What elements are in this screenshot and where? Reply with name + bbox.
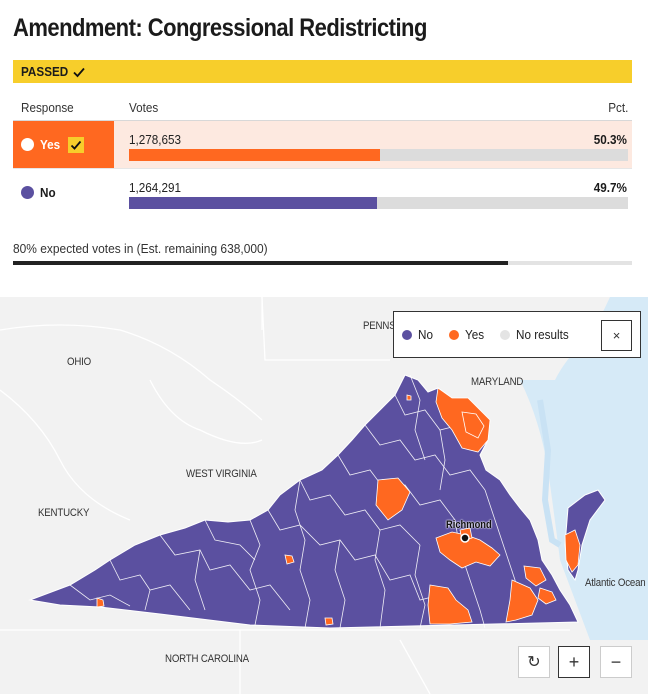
label-richmond: Richmond (446, 519, 492, 531)
pct-yes: 50.3% (593, 132, 627, 147)
response-label-yes: Yes (40, 137, 61, 152)
page-title: Amendment: Congressional Redistricting (13, 14, 427, 42)
yes-counties (96, 387, 581, 626)
label-kentucky: KENTUCKY (38, 507, 90, 519)
label-ohio: OHIO (67, 356, 92, 368)
response-label-no: No (40, 185, 56, 200)
legend-label-yes: Yes (464, 327, 484, 342)
no-dot-icon (21, 186, 34, 199)
response-cell-no: No (13, 169, 114, 216)
result-row-no: No 1,264,291 49.7% (13, 169, 632, 216)
vote-bar-fill-yes (129, 149, 380, 161)
legend-label-no: No (418, 327, 433, 342)
map-reset-button[interactable]: ↻ (518, 646, 550, 678)
results-map[interactable]: OHIO PENNSY MARYLAND WEST VIRGINIA KENTU… (0, 297, 648, 694)
legend-item-yes: Yes (448, 327, 486, 342)
winner-check-icon (68, 136, 85, 153)
votes-count-yes: 1,278,653 (129, 132, 182, 147)
pct-no: 49.7% (593, 180, 627, 195)
status-label: PASSED (21, 64, 69, 79)
checkmark-icon (72, 67, 85, 77)
header-response: Response (21, 100, 74, 115)
votes-count-no: 1,264,291 (129, 180, 182, 195)
result-row-yes: Yes 1,278,653 50.3% (13, 121, 632, 168)
header-pct: Pct. (607, 100, 628, 115)
legend-dot-no-results (499, 329, 510, 340)
response-cell-yes: Yes (13, 121, 114, 168)
legend-label-no-results: No results (515, 327, 569, 342)
legend-dot-yes (448, 329, 459, 340)
map-svg[interactable] (0, 297, 648, 694)
label-west-virginia: WEST VIRGINIA (186, 468, 257, 480)
zoom-in-button[interactable]: + (558, 646, 590, 678)
row-divider (13, 168, 632, 169)
reporting-progress (13, 261, 632, 265)
richmond-marker (460, 533, 470, 543)
vote-bar-fill-no (129, 197, 377, 209)
vote-bar-no (129, 197, 628, 209)
zoom-out-button[interactable]: − (600, 646, 632, 678)
map-legend: No Yes No results × (393, 311, 641, 358)
yes-dot-icon (21, 138, 34, 151)
label-north-carolina: NORTH CAROLINA (165, 653, 249, 665)
header-votes: Votes (129, 100, 159, 115)
legend-item-no: No (402, 327, 435, 342)
header-divider (13, 120, 632, 121)
label-pennsylvania: PENNSY (363, 320, 402, 332)
reporting-progress-fill (13, 261, 509, 265)
label-maryland: MARYLAND (471, 376, 524, 388)
legend-dot-no (402, 329, 412, 340)
status-banner: PASSED (13, 60, 632, 83)
legend-item-no-results: No results (499, 327, 575, 342)
label-atlantic-ocean: Atlantic Ocean (585, 577, 646, 589)
expected-votes-text: 80% expected votes in (Est. remaining 63… (13, 241, 268, 256)
vote-bar-yes (129, 149, 628, 161)
legend-close-button[interactable]: × (601, 320, 632, 351)
